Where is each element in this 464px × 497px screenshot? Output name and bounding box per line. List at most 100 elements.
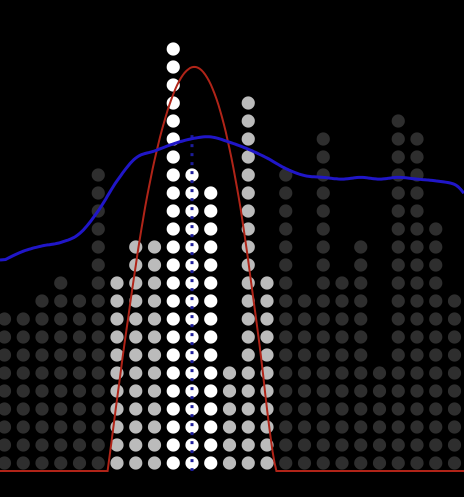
bar-dot	[54, 456, 68, 470]
bar-dot	[0, 456, 12, 470]
bar-dot	[91, 240, 105, 254]
bar-dot	[391, 384, 405, 398]
bar-dot	[447, 294, 462, 308]
bar-dot	[279, 312, 293, 326]
bar-dot	[129, 420, 143, 434]
bar-column-11	[204, 186, 218, 470]
dot-columns	[0, 42, 462, 470]
bar-dot	[354, 438, 368, 452]
bar-dot	[297, 294, 312, 308]
bar-dot	[166, 330, 180, 344]
bar-column-3	[54, 276, 68, 470]
bar-dot	[147, 348, 162, 362]
bar-dot	[54, 420, 68, 434]
bar-dot	[110, 276, 124, 290]
bar-dot	[316, 222, 330, 236]
bar-dot	[429, 276, 443, 290]
bar-dot	[391, 186, 405, 200]
bar-dot	[316, 132, 330, 146]
bar-dot	[147, 330, 162, 344]
bar-column-9	[166, 42, 180, 470]
bar-column-7	[129, 240, 143, 470]
bar-dot	[241, 276, 255, 290]
bar-dot	[391, 312, 405, 326]
bar-dot	[279, 348, 293, 362]
bar-dot	[16, 456, 30, 470]
bar-dot	[204, 276, 218, 290]
bar-dot	[54, 402, 68, 416]
bar-dot	[166, 222, 180, 236]
bar-dot	[372, 402, 387, 416]
bar-dot	[129, 366, 143, 380]
bar-dot	[110, 438, 124, 452]
bar-dot	[241, 348, 255, 362]
bar-dot	[316, 402, 330, 416]
bar-dot	[16, 420, 30, 434]
bar-column-24	[447, 294, 462, 470]
bar-dot	[91, 456, 105, 470]
bar-dot	[372, 420, 387, 434]
bar-dot	[279, 222, 293, 236]
bar-dot	[35, 294, 49, 308]
bar-dot	[447, 420, 462, 434]
bar-dot	[166, 276, 180, 290]
bar-column-14	[260, 276, 274, 470]
bar-dot	[316, 150, 330, 164]
bar-dot	[410, 384, 424, 398]
bar-dot	[335, 294, 349, 308]
bar-dot	[279, 240, 293, 254]
bar-dot	[316, 384, 330, 398]
bar-dot	[335, 348, 349, 362]
bar-dot	[447, 366, 462, 380]
bar-dot	[166, 240, 180, 254]
bar-dot	[410, 294, 424, 308]
bar-column-1	[16, 312, 30, 470]
bar-dot	[241, 168, 255, 182]
bar-dot	[35, 312, 49, 326]
bar-dot	[279, 276, 293, 290]
bar-dot	[279, 456, 293, 470]
bar-dot	[260, 420, 274, 434]
bar-dot	[410, 276, 424, 290]
bar-dot	[16, 312, 30, 326]
bar-dot	[241, 366, 255, 380]
bar-dot	[316, 294, 330, 308]
bar-dot	[279, 366, 293, 380]
bar-dot	[316, 276, 330, 290]
bar-dot	[335, 420, 349, 434]
bar-dot	[91, 186, 105, 200]
bar-dot	[279, 204, 293, 218]
bar-dot	[204, 438, 218, 452]
bar-dot	[316, 168, 330, 182]
bar-dot	[354, 348, 368, 362]
bar-dot	[241, 96, 255, 110]
bar-dot	[429, 384, 443, 398]
bar-dot	[129, 456, 143, 470]
bar-dot	[147, 438, 162, 452]
bar-dot	[166, 150, 180, 164]
bar-dot	[185, 240, 199, 254]
bar-column-10	[185, 168, 199, 470]
bar-dot	[185, 438, 199, 452]
bar-dot	[204, 420, 218, 434]
bar-dot	[410, 204, 424, 218]
bar-dot	[185, 456, 199, 470]
bar-dot	[354, 420, 368, 434]
bar-dot	[335, 276, 349, 290]
bar-dot	[35, 456, 49, 470]
bar-dot	[447, 438, 462, 452]
bar-dot	[429, 294, 443, 308]
bar-dot	[185, 204, 199, 218]
bar-dot	[410, 402, 424, 416]
bar-dot	[91, 420, 105, 434]
bar-dot	[166, 186, 180, 200]
bar-dot	[204, 222, 218, 236]
bar-dot	[410, 258, 424, 272]
bar-dot	[410, 348, 424, 362]
bar-dot	[354, 258, 368, 272]
bar-dot	[204, 402, 218, 416]
bar-column-15	[279, 168, 293, 470]
bar-dot	[166, 114, 180, 128]
bar-dot	[166, 402, 180, 416]
bar-dot	[166, 258, 180, 272]
